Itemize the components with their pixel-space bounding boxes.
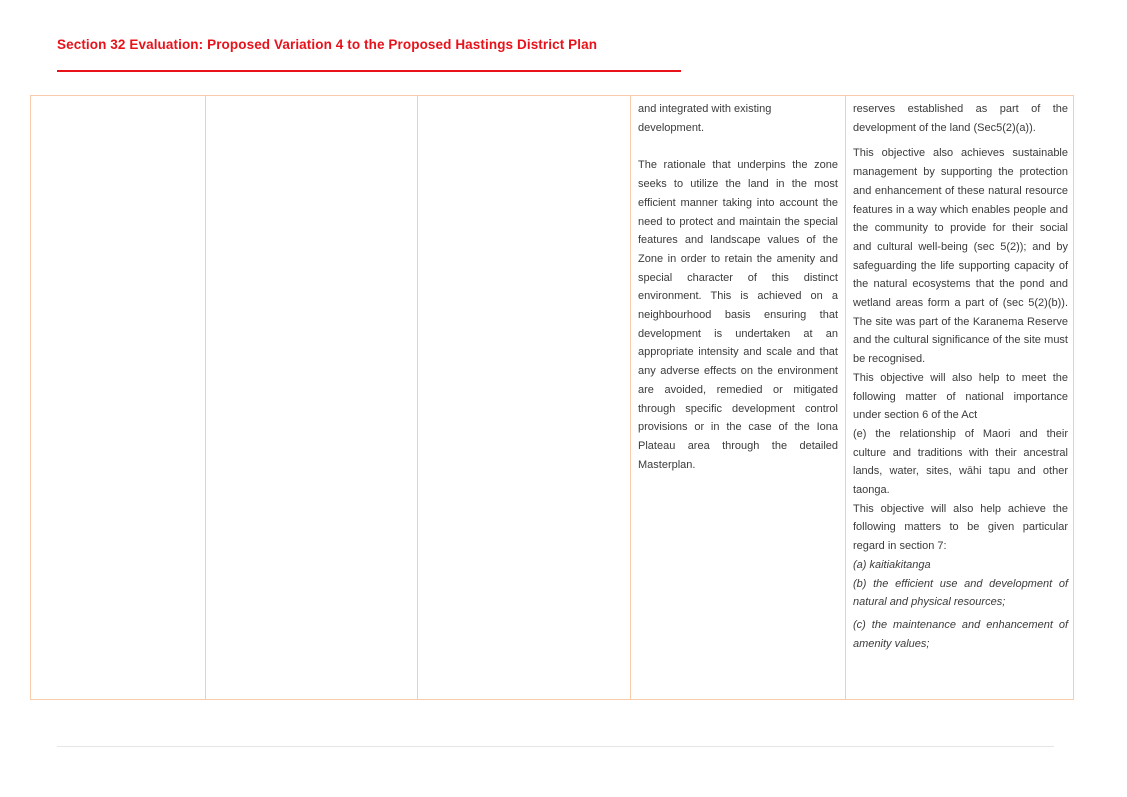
- paragraph: (e) the relationship of Maori and their …: [853, 427, 1068, 497]
- paragraph: The rationale that underpins the zone se…: [638, 159, 838, 471]
- paragraph-list-item-a: (a) kaitiakitanga: [853, 558, 931, 571]
- paragraph: This objective also achieves sustainable…: [853, 147, 1068, 366]
- table-cell-2: [206, 96, 418, 699]
- paragraph-list-item-c: (c) the maintenance and enhancement of a…: [853, 618, 1068, 650]
- evaluation-table: and integrated with existing development…: [30, 95, 1074, 700]
- paragraph: reserves established as part of the deve…: [853, 103, 1068, 134]
- paragraph-list-item-b: (b) the efficient use and development of…: [853, 577, 1068, 609]
- paragraph: This objective will also help to meet th…: [853, 371, 1068, 422]
- footer-divider-rule: [57, 746, 1054, 747]
- paragraph: and integrated with existing development…: [638, 103, 772, 134]
- page-title: Section 32 Evaluation: Proposed Variatio…: [57, 37, 598, 52]
- table-cell-5: reserves established as part of the deve…: [846, 96, 1075, 699]
- table-cell-4: and integrated with existing development…: [631, 96, 846, 699]
- table-cell-3: [418, 96, 631, 699]
- table-cell-1: [31, 96, 206, 699]
- paragraph: This objective will also help achieve th…: [853, 502, 1068, 553]
- title-underline-rule: [57, 70, 681, 72]
